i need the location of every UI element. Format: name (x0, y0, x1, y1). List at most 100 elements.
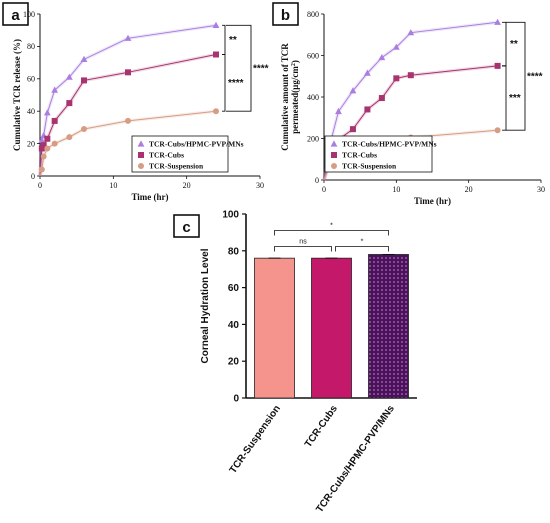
y-tick-label: 200 (307, 134, 319, 143)
significance-label: * (330, 222, 333, 229)
legend: TCR-Cubs/HPMC-PVP/MNs TCR-Cubs TCR-Suspens… (131, 135, 244, 173)
data-point (81, 126, 87, 133)
panel-a-label: a (11, 7, 20, 24)
significance-brackets: ********** (222, 24, 269, 112)
x-category-label: TCR-Suspension (228, 403, 283, 475)
y-axis-title: Corneal Hydration Level (200, 248, 211, 363)
data-point (51, 86, 59, 93)
legend: TCR-Cubs/HPMC-PVP/MNs TCR-Cubs TCR-Suspens… (324, 135, 437, 173)
legend-marker (138, 152, 144, 158)
x-tick-label: 10 (392, 185, 400, 194)
legend-marker (137, 140, 145, 147)
y-tick-label: 20 (27, 139, 35, 148)
chart-b-plot: 0 200 400 600 800 0 10 20 30 Time (hr) Cumulative … (280, 10, 545, 206)
data-point (378, 95, 385, 102)
x-tick-label: 0 (322, 185, 326, 194)
panel-c-label-box (173, 214, 200, 238)
legend-box (324, 135, 433, 173)
y-tick-label: 40 (228, 320, 240, 331)
legend-label: TCR-Cubs (342, 151, 377, 160)
legend-box (131, 135, 229, 173)
significance-label: **** (253, 63, 269, 74)
y-tick-label: 20 (228, 357, 240, 368)
series-triangle (38, 21, 220, 177)
bracket-outer (506, 21, 526, 131)
significance-label: ** (510, 39, 518, 50)
y-axis-title-line-2: permeated(µg/cm (290, 66, 300, 134)
panel-a-label-box (2, 2, 29, 26)
significance-label: *** (509, 93, 521, 104)
y-tick-label: 60 (27, 75, 35, 84)
data-point (40, 153, 47, 160)
series-circle (38, 108, 219, 177)
x-tick-label: 0 (38, 181, 42, 190)
significance-bracket (335, 246, 389, 252)
y-tick-label: 0 (233, 394, 239, 405)
y-axis-title: Cumulative amount of TCRpermeated(µg/cm2… (280, 43, 300, 151)
y-axis-title: Cumulative TCR release (%) (12, 39, 22, 151)
data-point (124, 34, 132, 41)
bar (311, 257, 352, 399)
y-tick-label: 0 (315, 176, 319, 185)
data-point (38, 136, 46, 143)
data-point (125, 117, 131, 124)
data-point (51, 117, 58, 124)
significance-label: ns (299, 238, 307, 245)
x-tick-label: 20 (465, 185, 473, 194)
x-tick-label: 30 (256, 181, 264, 190)
bracket-middle (222, 54, 226, 112)
data-point (40, 142, 47, 149)
data-point (213, 51, 219, 58)
x-tick-label: 30 (537, 185, 545, 194)
y-tick-label: 0 (31, 172, 35, 181)
y-tick-label: 40 (27, 107, 35, 116)
significance-brackets: ns * * (274, 222, 389, 252)
data-point (80, 55, 88, 62)
legend-label: TCR-Cubs (149, 151, 184, 160)
data-point (349, 126, 356, 133)
series-square (38, 51, 219, 177)
panel-b: b 0 200 400 600 800 0 10 20 30 Time (hr) Cumulativ… (272, 2, 545, 206)
bar (254, 257, 295, 399)
significance-label: **** (228, 78, 244, 89)
y-tick-label: 600 (307, 51, 319, 60)
significance-bracket (274, 246, 332, 252)
y-axis-title-superscript: 2 (291, 63, 297, 66)
chart-a-plot: 0 20 40 60 80 100 0 10 20 30 Time (hr) Cumulative T… (12, 10, 269, 202)
data-point (38, 145, 45, 152)
data-point (494, 18, 501, 25)
data-point (364, 106, 371, 113)
legend-label: TCR-Cubs/HPMC-PVP/MNs (342, 140, 437, 149)
y-axis-title-line-1: Cumulative amount of TCR (280, 43, 290, 151)
data-point (407, 29, 415, 36)
panel-c-label: c (182, 219, 190, 236)
data-point (378, 53, 386, 61)
data-point (349, 87, 357, 94)
bar (368, 254, 409, 399)
y-axis-title-close-paren: ) (290, 60, 300, 63)
chart-c-plot: 0 20 40 60 80 100 Corneal Hydration Level TCR-S… (200, 210, 417, 515)
legend-marker (138, 163, 144, 169)
x-category-label: TCR-Cubs (303, 403, 340, 450)
data-point (44, 135, 51, 142)
bracket-top (222, 24, 226, 55)
panel-c: c 0 20 40 60 80 100 Corneal Hydration Level TCR… (173, 210, 417, 515)
legend-marker (330, 140, 338, 147)
y-tick-label: 100 (222, 210, 239, 221)
data-point (392, 43, 400, 50)
x-axis-title: Time (hr) (414, 196, 451, 206)
data-point (66, 100, 73, 107)
data-point (364, 69, 371, 76)
data-point (66, 134, 73, 141)
data-point (494, 127, 501, 134)
panel-b-label-box (272, 2, 299, 26)
significance-label: * (361, 238, 364, 245)
data-point (407, 72, 414, 79)
data-point (335, 107, 342, 115)
data-point (51, 140, 58, 147)
data-point (44, 145, 51, 152)
data-point (38, 166, 45, 173)
x-tick-label: 20 (183, 181, 191, 190)
data-point (65, 73, 73, 80)
